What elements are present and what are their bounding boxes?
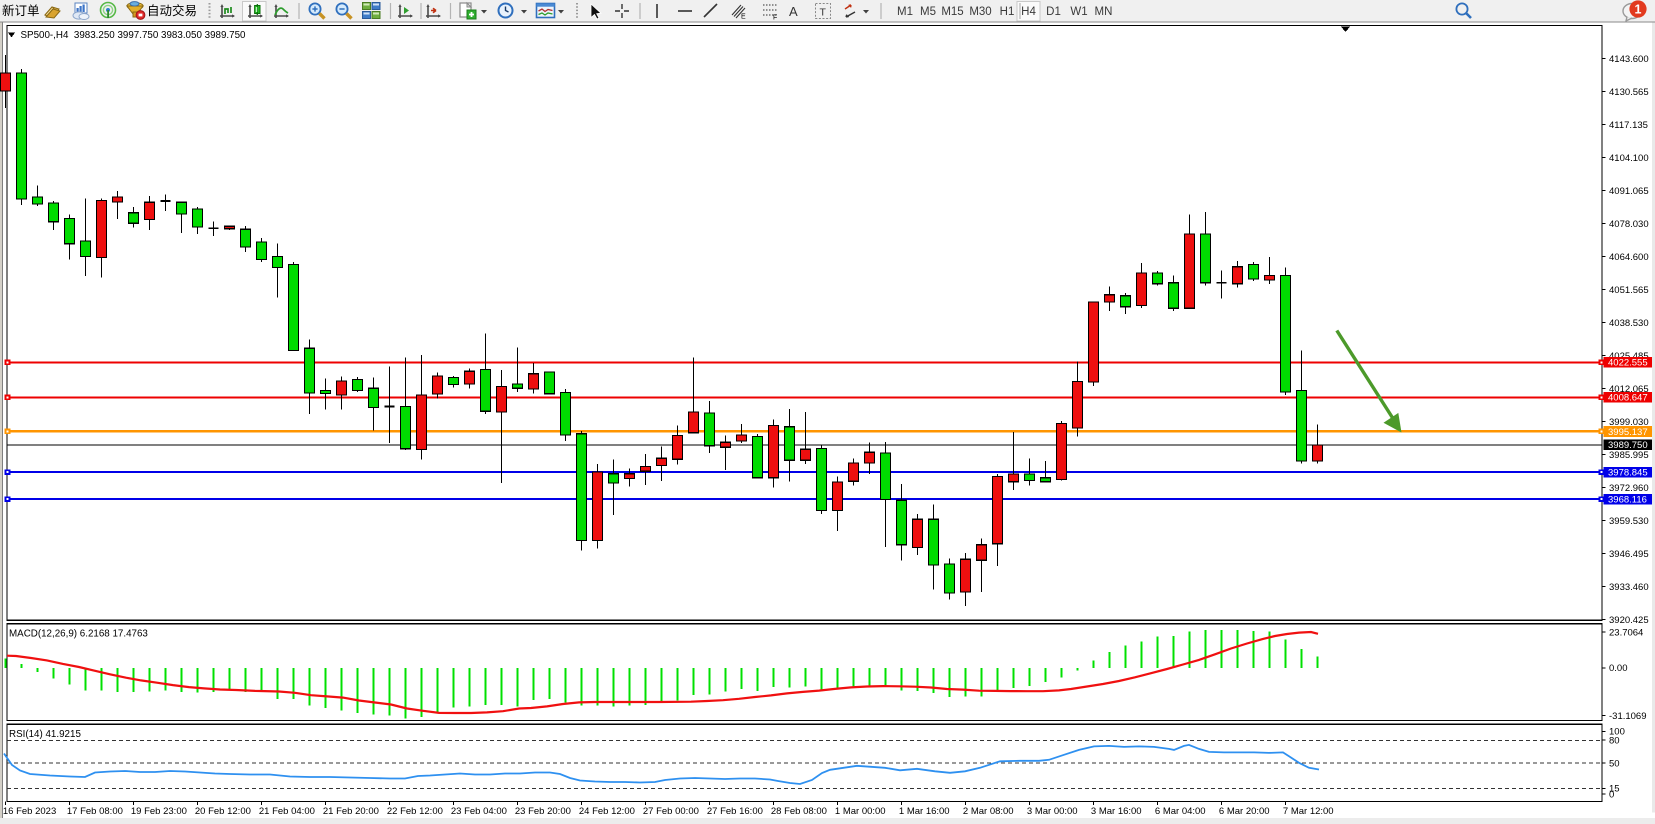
svg-text:23 Feb 04:00: 23 Feb 04:00 (451, 806, 507, 817)
svg-text:6 Mar 04:00: 6 Mar 04:00 (1155, 806, 1206, 817)
svg-text:4051.565: 4051.565 (1609, 285, 1649, 296)
svg-text:3 Mar 16:00: 3 Mar 16:00 (1091, 806, 1142, 817)
svg-text:4078.030: 4078.030 (1609, 219, 1649, 230)
svg-text:4022.555: 4022.555 (1608, 358, 1648, 369)
svg-text:4025.485: 4025.485 (1609, 351, 1649, 362)
svg-text:27 Feb 16:00: 27 Feb 16:00 (707, 806, 763, 817)
svg-text:4091.065: 4091.065 (1609, 186, 1649, 197)
svg-text:3946.495: 3946.495 (1609, 549, 1649, 560)
svg-text:50: 50 (1609, 759, 1620, 770)
svg-text:7 Mar 12:00: 7 Mar 12:00 (1283, 806, 1334, 817)
svg-text:1 Mar 00:00: 1 Mar 00:00 (835, 806, 886, 817)
svg-text:21 Feb 20:00: 21 Feb 20:00 (323, 806, 379, 817)
svg-text:24 Feb 12:00: 24 Feb 12:00 (579, 806, 635, 817)
svg-text:A: A (789, 4, 798, 19)
svg-text:RSI(14) 41.9215: RSI(14) 41.9215 (9, 729, 81, 740)
svg-text:2 Mar 08:00: 2 Mar 08:00 (963, 806, 1014, 817)
svg-text:16 Feb 2023: 16 Feb 2023 (3, 806, 56, 817)
svg-text:21 Feb 04:00: 21 Feb 04:00 (259, 806, 315, 817)
svg-text:3972.960: 3972.960 (1609, 483, 1649, 494)
svg-text:3933.460: 3933.460 (1609, 582, 1649, 593)
svg-text:23 Feb 20:00: 23 Feb 20:00 (515, 806, 571, 817)
svg-text:3985.995: 3985.995 (1609, 450, 1649, 461)
svg-text:1: 1 (1635, 3, 1642, 17)
svg-text:新订单: 新订单 (2, 3, 40, 18)
svg-text:MACD(12,26,9) 6.2168 17.4763: MACD(12,26,9) 6.2168 17.4763 (9, 629, 148, 640)
svg-text:3968.116: 3968.116 (1608, 495, 1647, 506)
svg-text:17 Feb 08:00: 17 Feb 08:00 (67, 806, 123, 817)
svg-text:D1: D1 (1046, 6, 1061, 18)
svg-text:22 Feb 12:00: 22 Feb 12:00 (387, 806, 443, 817)
svg-text:MN: MN (1095, 6, 1113, 18)
svg-text:4012.065: 4012.065 (1609, 384, 1649, 395)
svg-text:4130.565: 4130.565 (1609, 87, 1649, 98)
svg-text:3995.137: 3995.137 (1608, 427, 1648, 438)
svg-text:3989.750: 3989.750 (1608, 440, 1648, 451)
svg-text:3999.030: 3999.030 (1609, 417, 1649, 428)
svg-text:4117.135: 4117.135 (1609, 120, 1648, 131)
svg-text:W1: W1 (1070, 6, 1087, 18)
svg-text:M15: M15 (941, 6, 963, 18)
svg-text:0: 0 (1609, 789, 1614, 800)
svg-text:E: E (741, 14, 746, 21)
svg-text:3920.425: 3920.425 (1609, 615, 1649, 626)
svg-text:3978.845: 3978.845 (1608, 468, 1648, 479)
svg-text:28 Feb 08:00: 28 Feb 08:00 (771, 806, 827, 817)
svg-text:4064.600: 4064.600 (1609, 252, 1649, 263)
svg-text:M5: M5 (920, 6, 936, 18)
svg-text:15: 15 (1609, 784, 1620, 795)
svg-text:自动交易: 自动交易 (147, 3, 197, 18)
svg-text:27 Feb 00:00: 27 Feb 00:00 (643, 806, 699, 817)
svg-text:4008.647: 4008.647 (1608, 393, 1648, 404)
svg-text:4143.600: 4143.600 (1609, 54, 1649, 65)
svg-text:T: T (820, 7, 827, 19)
svg-text:F: F (773, 15, 777, 22)
svg-text:23.7064: 23.7064 (1609, 628, 1643, 639)
svg-text:6 Mar 20:00: 6 Mar 20:00 (1219, 806, 1270, 817)
svg-text:H4: H4 (1021, 6, 1036, 18)
svg-text:0.00: 0.00 (1609, 663, 1628, 674)
svg-text:M1: M1 (897, 6, 913, 18)
svg-text:1 Mar 16:00: 1 Mar 16:00 (899, 806, 950, 817)
svg-text:-31.1069: -31.1069 (1609, 711, 1647, 722)
svg-text:4038.530: 4038.530 (1609, 318, 1649, 329)
svg-text:3 Mar 00:00: 3 Mar 00:00 (1027, 806, 1078, 817)
svg-text:20 Feb 12:00: 20 Feb 12:00 (195, 806, 251, 817)
svg-text:3959.530: 3959.530 (1609, 516, 1649, 527)
svg-text:80: 80 (1609, 735, 1620, 746)
svg-text:19 Feb 23:00: 19 Feb 23:00 (131, 806, 187, 817)
svg-text:SP500-,H4 3983.250 3997.750 3: SP500-,H4 3983.250 3997.750 3983.050 398… (21, 30, 247, 41)
svg-text:100: 100 (1609, 727, 1625, 738)
svg-text:M30: M30 (969, 6, 991, 18)
svg-text:H1: H1 (1000, 6, 1015, 18)
svg-text:4104.100: 4104.100 (1609, 153, 1649, 164)
